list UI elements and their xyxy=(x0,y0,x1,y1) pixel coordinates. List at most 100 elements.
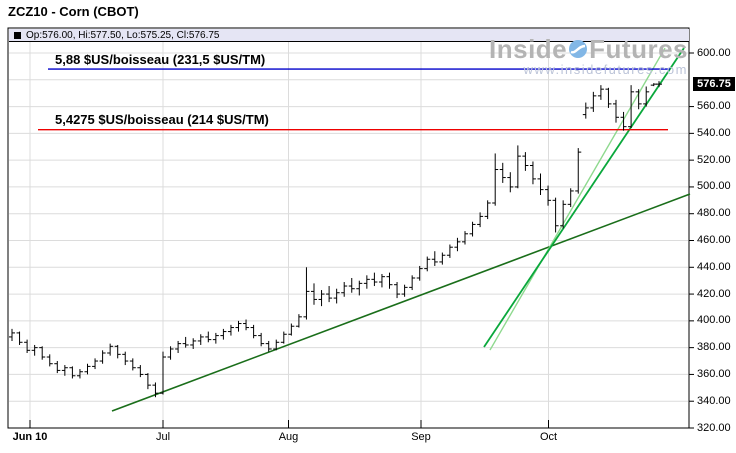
ohlc-bar xyxy=(484,200,491,220)
ohlc-bar xyxy=(446,244,453,258)
ohlc-bar xyxy=(424,256,431,272)
last-price-badge: 576.75 xyxy=(693,77,735,92)
ohlc-bar xyxy=(341,282,348,297)
ohlc-bar xyxy=(643,86,650,107)
y-axis-tick-label: 360.00 xyxy=(697,367,731,380)
ohlc-bar xyxy=(16,331,23,345)
y-axis-tick-label: 600.00 xyxy=(697,46,731,59)
ohlc-bar xyxy=(431,251,438,266)
y-axis-tick-label: 420.00 xyxy=(697,287,731,300)
ohlc-bar xyxy=(326,286,333,303)
y-axis-tick-label: 320.00 xyxy=(697,421,731,434)
ohlc-bar xyxy=(620,111,627,131)
ohlc-bar xyxy=(545,185,552,206)
ohlc-bar xyxy=(303,267,310,320)
ohlc-bar xyxy=(552,197,559,233)
ohlc-bar xyxy=(54,361,61,374)
ohlc-bar xyxy=(220,328,227,340)
ohlc-bar xyxy=(235,320,242,332)
y-axis-tick-label: 340.00 xyxy=(697,394,731,407)
ohlc-bar xyxy=(499,162,506,183)
page-title: ZCZ10 - Corn (CBOT) xyxy=(8,4,139,19)
ohlc-bar xyxy=(311,283,317,305)
ohlc-bar xyxy=(182,336,189,348)
ohlc-bar xyxy=(635,89,642,110)
quote-info-bar: Op:576.00, Hi:577.50, Lo:575.25, Cl:576.… xyxy=(9,29,689,42)
ohlc-bar xyxy=(129,358,136,371)
ohlc-bar xyxy=(114,344,121,359)
ohlc-bar xyxy=(507,172,514,193)
ohlc-bar xyxy=(137,365,144,378)
ohlc-bar xyxy=(333,288,340,304)
ohlc-bar xyxy=(265,340,272,352)
ohlc-bar xyxy=(122,351,129,366)
ohlc-bar xyxy=(348,278,355,293)
ohlc-bar xyxy=(401,284,408,297)
ohlc-bar xyxy=(575,148,582,194)
ohlc-bar xyxy=(492,153,499,206)
ohlc-bar xyxy=(529,161,536,185)
ohlc-bar xyxy=(69,366,76,379)
x-axis-month-label: Sep xyxy=(411,431,431,443)
ohlc-bar xyxy=(318,290,325,307)
ohlc-bar xyxy=(356,280,363,296)
y-axis-tick-label: 540.00 xyxy=(697,126,731,139)
ohlc-bar xyxy=(454,237,461,252)
ohlc-bar xyxy=(386,272,393,289)
ohlc-bar xyxy=(84,363,91,375)
y-axis-tick-label: 380.00 xyxy=(697,341,731,354)
ohlc-bar xyxy=(39,346,46,360)
ohlc-bar xyxy=(273,339,280,351)
ohlc-bar xyxy=(160,351,166,395)
y-axis-tick-label: 460.00 xyxy=(697,234,731,246)
ohlc-bar xyxy=(197,334,204,345)
x-axis-month-label: Oct xyxy=(539,431,558,443)
ohlc-bar xyxy=(560,200,567,229)
ohlc-bar xyxy=(628,85,635,128)
ohlc-bar xyxy=(416,265,423,281)
ohlc-bar xyxy=(205,331,212,343)
ohlc-bar xyxy=(76,369,83,379)
ohlc-bar xyxy=(613,99,619,123)
ohlc-bar xyxy=(514,145,521,189)
ohlc-bar xyxy=(605,87,612,108)
ohlc-bar xyxy=(363,275,370,289)
y-axis-tick-label: 560.00 xyxy=(697,100,731,113)
ohlc-bar xyxy=(597,85,604,100)
ohlc-bar xyxy=(295,314,302,328)
trendline-steep-uptrend-bright xyxy=(483,47,685,348)
x-axis-month-label: Jun 10 xyxy=(12,431,48,443)
annotation-label-support: 5,4275 $US/boisseau (214 $US/TM) xyxy=(55,112,269,127)
ohlc-bar xyxy=(477,212,484,228)
ohlc-bar xyxy=(590,91,597,112)
ohlc-bar xyxy=(152,382,159,398)
y-axis-tick-label: 440.00 xyxy=(697,260,731,273)
ohlc-bar xyxy=(24,339,31,353)
ohlc-bar xyxy=(99,350,106,364)
ohlc-bar xyxy=(582,102,589,119)
ohlc-bar xyxy=(61,365,68,376)
x-axis-month-label: Jul xyxy=(155,431,171,443)
ohlc-bar xyxy=(394,282,401,299)
ohlc-bar xyxy=(537,173,544,195)
ohlc-bar xyxy=(469,221,476,237)
ohlc-bar xyxy=(462,231,468,245)
ohlc-bar xyxy=(250,324,257,339)
ohlc-bar xyxy=(288,323,295,336)
series-legend-swatch-icon xyxy=(14,31,21,39)
ohlc-bar xyxy=(175,340,182,353)
ohlc-bar xyxy=(439,252,446,265)
ohlc-bar xyxy=(243,319,250,331)
ohlc-bar xyxy=(409,275,416,291)
ohlc-bar xyxy=(9,328,15,341)
y-axis-tick-label: 520.00 xyxy=(697,153,731,166)
ohlc-bar xyxy=(212,332,219,344)
ohlc-bar xyxy=(522,152,529,171)
ohlc-bar xyxy=(567,188,574,208)
trendline-primary-uptrend xyxy=(111,193,691,412)
ohlc-bar xyxy=(227,324,234,336)
y-axis-tick-label: 500.00 xyxy=(697,180,731,193)
ohlc-bar xyxy=(46,354,53,367)
